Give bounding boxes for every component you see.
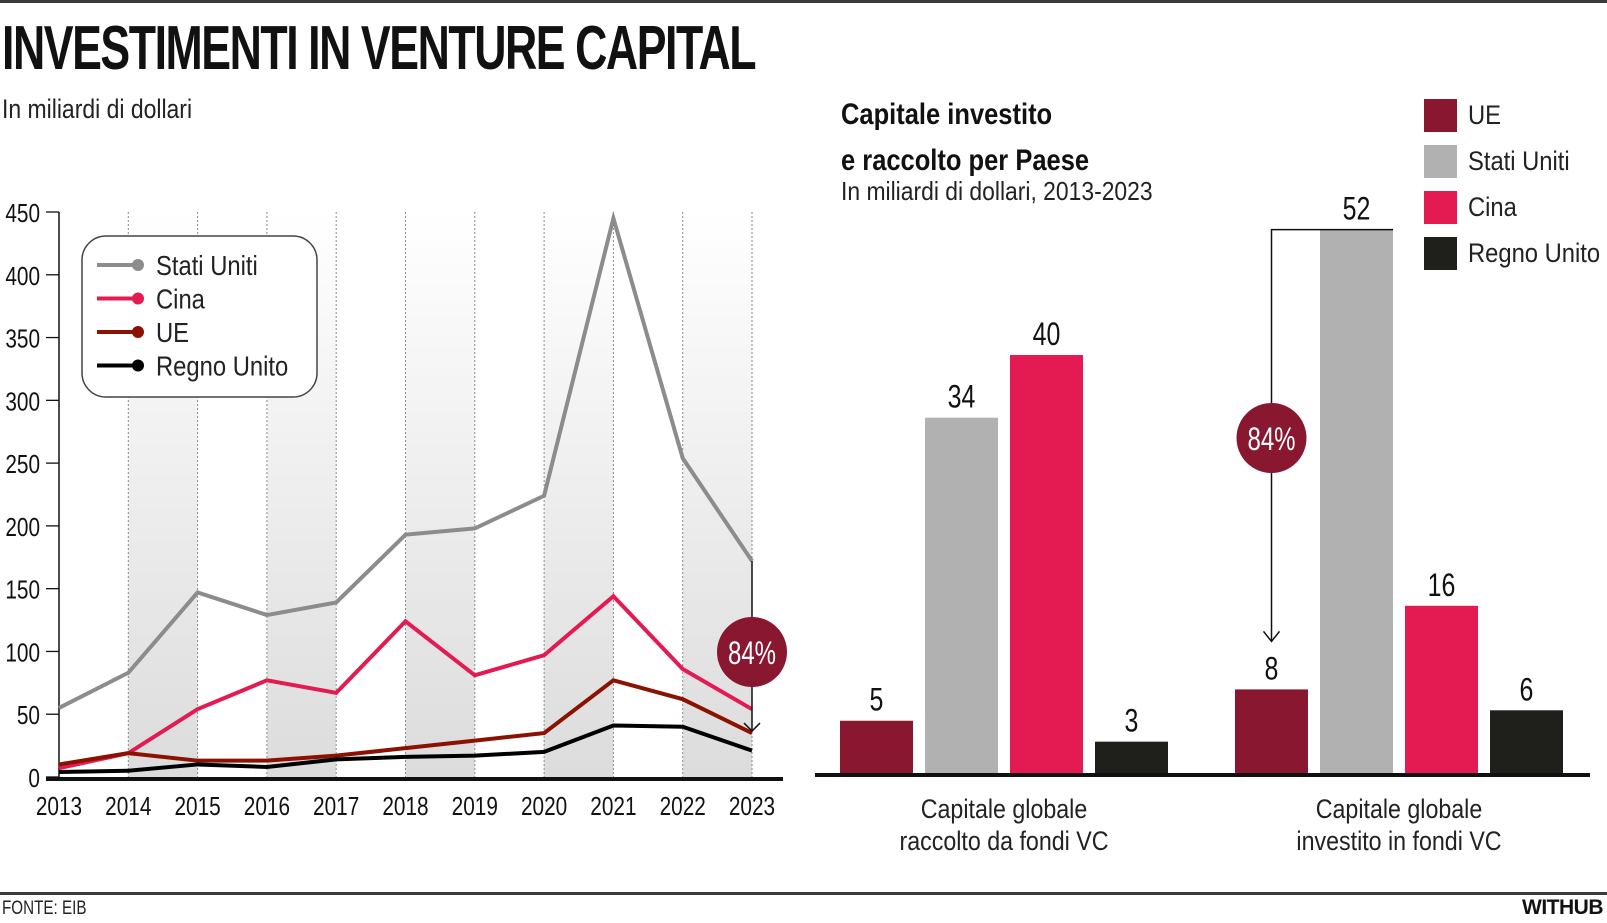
bar-ue (1235, 689, 1308, 773)
legend-label: Cina (156, 283, 205, 315)
bar-value-label: 34 (948, 380, 976, 416)
bar-value-label: 3 (1125, 704, 1139, 740)
bar-cina (1010, 355, 1083, 773)
x-tick-label: 2020 (521, 792, 567, 821)
x-tick-label: 2021 (590, 792, 636, 821)
x-tick-label: 2022 (660, 792, 706, 821)
legend-label: UE (156, 316, 189, 348)
x-tick-label: 2023 (729, 792, 775, 821)
bar-cina (1405, 606, 1478, 773)
y-tick-label: 400 (5, 262, 40, 291)
bar-value-label: 5 (870, 683, 884, 719)
legend-marker (132, 326, 144, 338)
legend-marker (132, 293, 144, 305)
year-band-2020 (544, 212, 613, 777)
bar-value-label: 16 (1428, 568, 1456, 604)
x-tick-label: 2018 (382, 792, 428, 821)
bar-stati-uniti (925, 418, 998, 773)
bar-value-label: 8 (1265, 652, 1279, 688)
legend-marker (132, 259, 144, 271)
legend-label: Regno Unito (156, 350, 288, 382)
bar-ue (840, 721, 913, 773)
y-tick-label: 350 (5, 324, 40, 353)
bar-value-label: 6 (1520, 672, 1534, 708)
bar-regno-unito (1095, 742, 1168, 773)
x-tick-label: 2013 (36, 792, 82, 821)
y-tick-label: 250 (5, 450, 40, 479)
bar-annotation-label: 84% (1247, 421, 1295, 457)
y-tick-label: 50 (17, 701, 40, 730)
y-tick-label: 450 (5, 199, 40, 228)
x-tick-label: 2014 (105, 792, 151, 821)
category-label: investito in fondi VC (1296, 826, 1501, 856)
line-chart: 0 50 100 150 200 250 300 350 400 450 2013 2014 2015 2… (5, 199, 787, 821)
x-tick-label: 2017 (313, 792, 359, 821)
bottom-rule (0, 892, 1607, 895)
brand-logo: WITHUB (1522, 896, 1603, 920)
x-tick-label: 2015 (174, 792, 220, 821)
bar-value-label: 40 (1033, 317, 1061, 353)
y-tick-label: 100 (5, 638, 40, 667)
y-tick-label: 300 (5, 387, 40, 416)
source-note: FONTE: EIB (2, 898, 86, 920)
bar-regno-unito (1490, 710, 1563, 773)
category-label: raccolto da fondi VC (899, 826, 1108, 856)
y-tick-label: 0 (28, 764, 40, 793)
year-band-2018 (406, 212, 475, 777)
bar-stati-uniti (1320, 230, 1393, 773)
x-tick-label: 2016 (244, 792, 290, 821)
y-tick-label: 200 (5, 513, 40, 542)
y-tick-label: 150 (5, 575, 40, 604)
category-label: Capitale globale (921, 794, 1087, 824)
x-tick-label: 2019 (452, 792, 498, 821)
legend-marker (132, 360, 144, 372)
legend-label: Stati Uniti (156, 249, 258, 281)
category-label: Capitale globale (1316, 794, 1482, 824)
year-band-2022 (683, 212, 752, 777)
bar-value-label: 52 (1343, 192, 1371, 228)
annotation-label: 84% (728, 635, 776, 671)
